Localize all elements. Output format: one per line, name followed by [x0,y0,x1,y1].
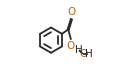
Text: H: H [85,49,92,59]
Text: O: O [67,41,75,51]
Text: O: O [79,49,87,59]
Text: O: O [67,7,75,17]
Text: H: H [75,45,82,55]
